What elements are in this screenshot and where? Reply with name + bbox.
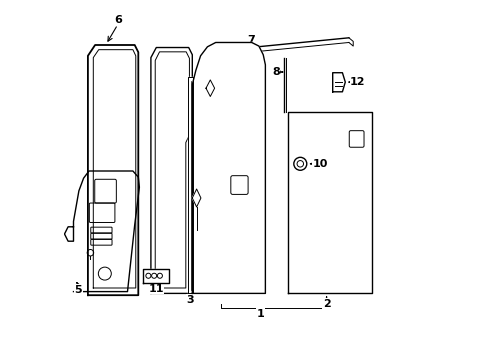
Text: 8: 8 (271, 67, 279, 77)
Polygon shape (64, 171, 139, 292)
Text: 11: 11 (148, 284, 163, 294)
Text: 9: 9 (200, 60, 208, 71)
Text: 4: 4 (201, 202, 208, 212)
Polygon shape (151, 48, 192, 293)
Text: 12: 12 (349, 77, 365, 87)
Text: 3: 3 (186, 294, 194, 305)
Text: 10: 10 (312, 159, 327, 169)
Text: 5: 5 (74, 285, 82, 295)
Polygon shape (187, 77, 193, 293)
Polygon shape (192, 189, 201, 207)
Text: 7: 7 (246, 35, 254, 45)
Polygon shape (332, 73, 345, 92)
Polygon shape (88, 45, 138, 295)
Polygon shape (192, 42, 265, 293)
Text: 6: 6 (114, 15, 122, 25)
Polygon shape (205, 80, 214, 96)
FancyBboxPatch shape (230, 176, 247, 194)
Text: 2: 2 (322, 299, 330, 309)
Polygon shape (287, 112, 371, 293)
Polygon shape (142, 269, 168, 283)
Text: 1: 1 (256, 309, 264, 319)
